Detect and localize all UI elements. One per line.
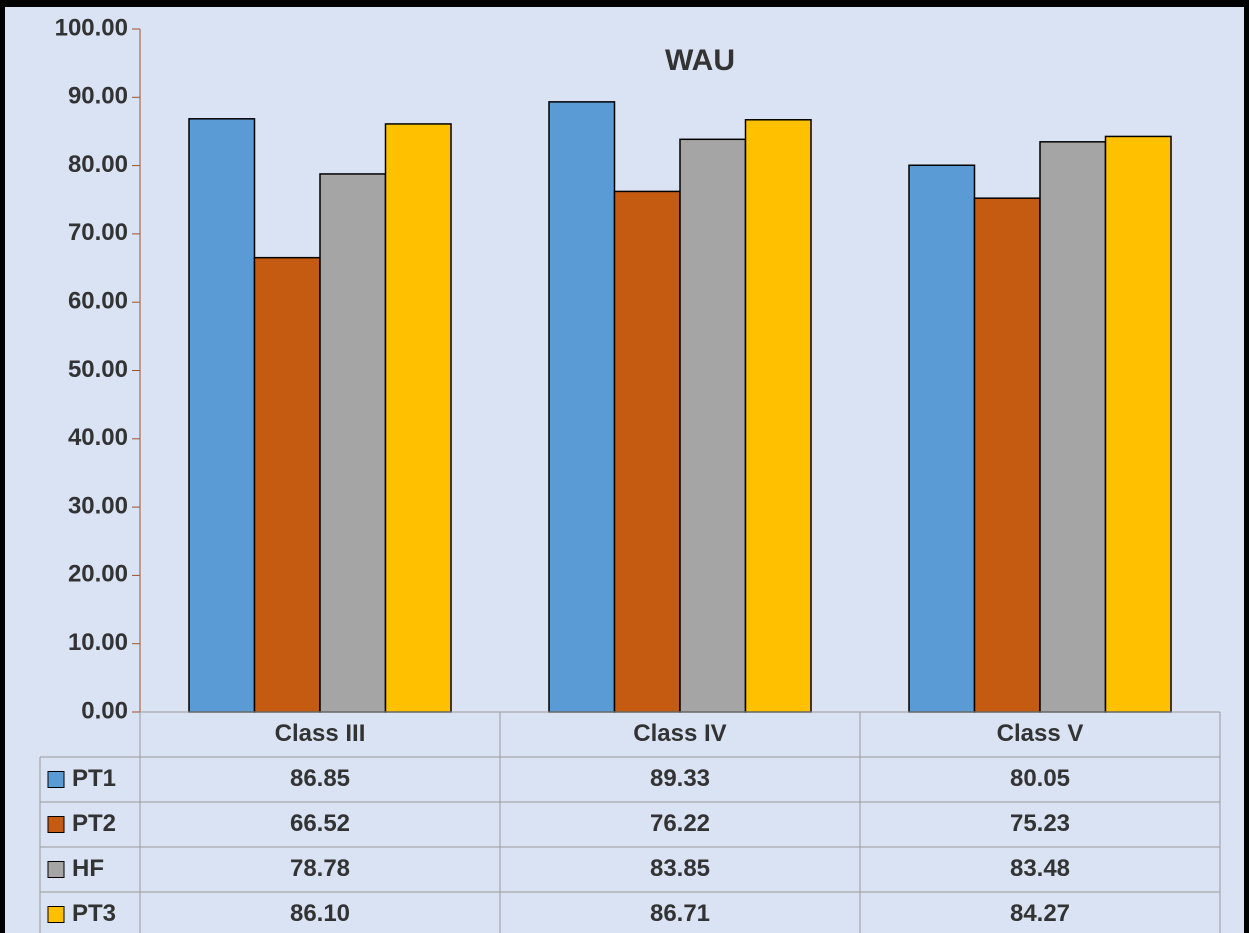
table-value: 86.71 [650, 900, 710, 927]
bar [319, 173, 387, 713]
legend-label: PT3 [72, 900, 116, 927]
y-tick-label: 50.00 [68, 356, 128, 383]
bar [613, 190, 681, 713]
y-tick-label: 10.00 [68, 629, 128, 656]
table-value: 86.85 [290, 765, 350, 792]
legend-key [47, 861, 65, 878]
bar [679, 138, 747, 713]
y-tick-label: 20.00 [68, 561, 128, 588]
y-tick-label: 80.00 [68, 151, 128, 178]
table-value: 86.10 [290, 900, 350, 927]
bar [384, 123, 452, 713]
legend-key [47, 816, 65, 833]
legend-label: HF [72, 855, 104, 882]
legend-key [47, 906, 65, 923]
table-value: 89.33 [650, 765, 710, 792]
table-value: 83.85 [650, 855, 710, 882]
x-tick-label: Class III [275, 720, 366, 747]
bar [908, 164, 976, 713]
bar [1104, 135, 1172, 713]
y-tick-label: 30.00 [68, 492, 128, 519]
table-value: 83.48 [1010, 855, 1070, 882]
y-tick-label: 40.00 [68, 424, 128, 451]
legend-label: PT1 [72, 765, 116, 792]
y-tick-label: 0.00 [81, 697, 128, 724]
bar [548, 101, 616, 713]
y-tick-label: 90.00 [68, 83, 128, 110]
legend-label: PT2 [72, 810, 116, 837]
bar [1039, 141, 1107, 713]
x-tick-label: Class V [997, 720, 1084, 747]
table-value: 78.78 [290, 855, 350, 882]
y-tick-label: 70.00 [68, 219, 128, 246]
y-tick-label: 100.00 [55, 14, 128, 41]
table-value: 76.22 [650, 810, 710, 837]
y-tick-label: 60.00 [68, 288, 128, 315]
chart-title: WAU [665, 44, 735, 77]
legend-key [47, 771, 65, 788]
bar [253, 256, 321, 713]
table-value: 66.52 [290, 810, 350, 837]
x-tick-label: Class IV [633, 720, 726, 747]
table-value: 80.05 [1010, 765, 1070, 792]
bar [744, 119, 812, 713]
table-value: 75.23 [1010, 810, 1070, 837]
table-value: 84.27 [1010, 900, 1070, 927]
bar [973, 197, 1041, 713]
bar [188, 118, 256, 713]
